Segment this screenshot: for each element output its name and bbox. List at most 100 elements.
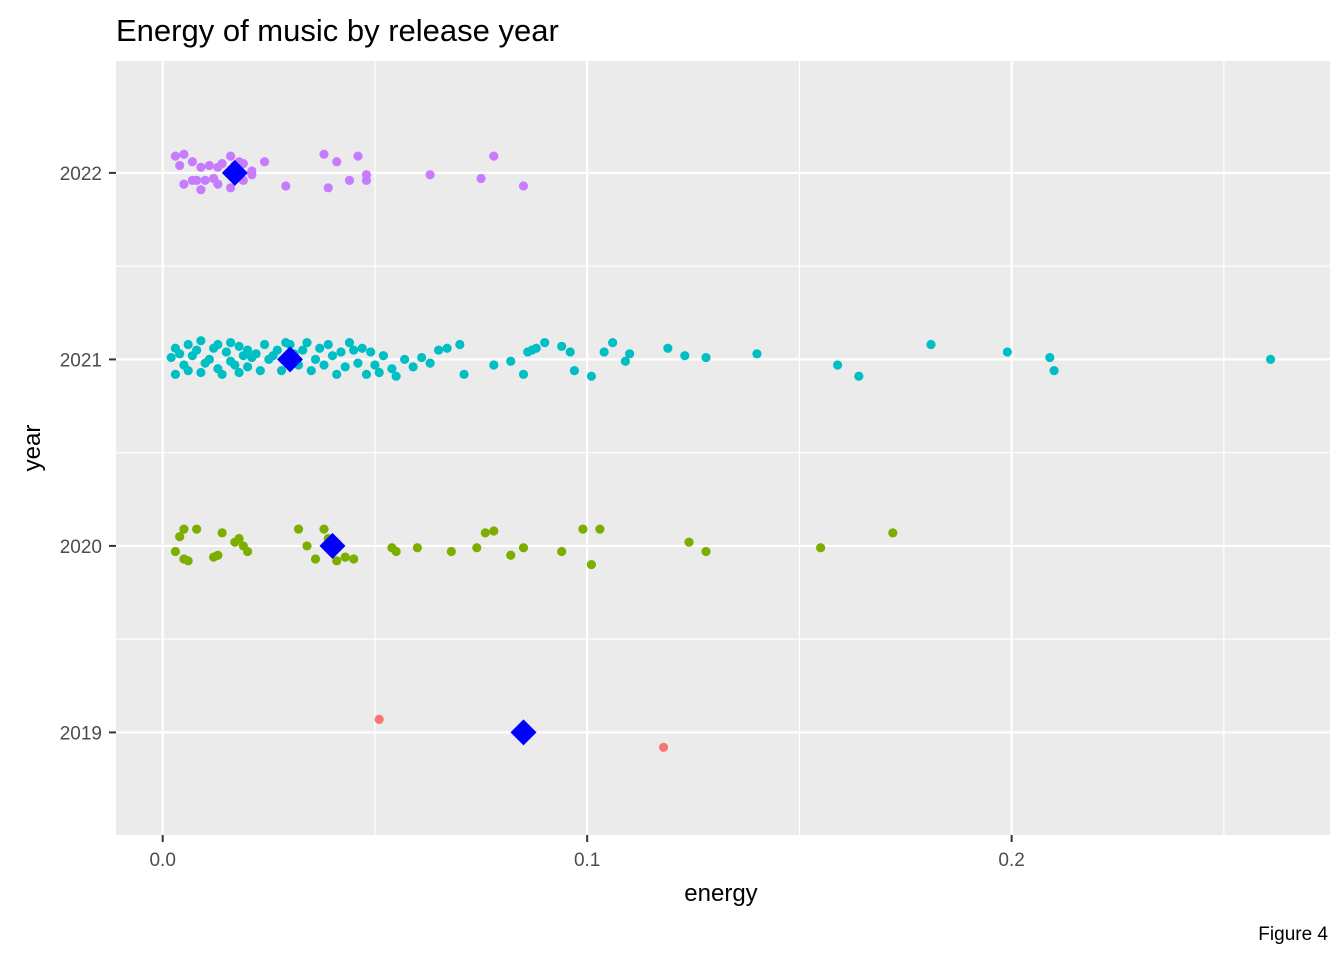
x-axis: 0.0 0.1 0.2 [149,835,1025,871]
y-tick-label: 2020 [60,537,102,558]
data-point-2021 [230,360,240,370]
y-tick-label: 2022 [60,164,102,185]
data-point-2021 [221,347,231,357]
data-point-2021 [336,347,346,357]
data-point-2022 [217,158,227,169]
data-point-2020 [349,554,359,564]
data-point-2021 [327,351,338,361]
data-point-2021 [349,345,359,355]
data-point-2021 [226,338,236,348]
data-point-2022 [247,166,257,176]
data-point-2020 [192,524,202,534]
data-point-2021 [310,354,321,365]
data-point-2022 [192,175,202,185]
mean-marker-2022 [221,159,248,186]
data-point-2021 [175,349,185,359]
data-point-2021 [196,367,206,378]
data-point-2020 [684,537,694,547]
data-point-2021 [366,347,376,357]
data-point-2021 [204,354,214,365]
mean-marker-2020 [319,532,346,559]
data-point-2021 [259,339,270,350]
data-point-2021 [251,349,261,359]
data-point-2020 [213,550,223,560]
data-point-2021 [298,345,308,355]
data-point-2021 [400,354,410,365]
data-point-2021 [1049,366,1059,376]
data-point-2021 [1002,347,1012,357]
data-point-2021 [323,339,333,350]
data-point-2020 [701,546,711,557]
data-point-2022 [200,175,210,185]
data-point-2020 [340,552,350,562]
data-point-2021 [701,352,711,363]
data-point-2021 [833,360,843,370]
data-point-2020 [319,524,329,534]
data-point-2021 [306,366,316,376]
data-point-2021 [217,369,227,379]
data-point-2020 [506,550,516,560]
data-point-2021 [192,345,202,355]
panel-background [116,61,1330,835]
data-point-2020 [518,543,529,553]
data-point-2022 [204,160,214,171]
data-point-2022 [238,158,248,169]
data-point-2020 [302,541,312,551]
data-point-2022 [175,160,185,171]
data-point-2022 [196,185,206,195]
data-point-2022 [319,149,329,159]
data-point-2021 [455,339,465,350]
data-point-2020 [293,524,304,534]
minor-gridlines [116,61,1330,835]
data-point-2020 [183,556,193,566]
data-point-2022 [179,149,189,159]
data-point-2021 [183,339,193,350]
data-point-2021 [272,345,282,355]
data-point-2021 [442,343,452,353]
data-point-2021 [166,352,176,363]
data-point-2021 [663,343,673,353]
data-point-2020 [332,556,342,566]
figure-caption: Figure 4 [1258,924,1328,945]
data-point-2022 [344,175,355,185]
data-point-2019 [658,742,669,752]
mean-marker-2019 [510,719,537,746]
data-point-2021 [332,369,342,379]
mean-marker-2021 [277,346,304,373]
data-point-2019 [374,714,384,724]
data-point-2020 [888,528,898,538]
data-point-2021 [1265,354,1276,365]
data-point-2021 [255,366,265,376]
data-point-2022 [353,151,363,161]
data-point-2020 [446,546,456,557]
data-point-2020 [217,528,227,538]
data-point-2021 [459,369,469,379]
y-axis-title: year [19,425,46,472]
data-point-2022 [518,181,529,191]
data-point-2020 [412,543,422,553]
data-point-2022 [170,151,181,161]
data-point-2021 [926,339,936,350]
data-point-2020 [557,546,567,557]
data-point-2021 [506,356,516,366]
data-point-2021 [285,339,295,350]
data-point-2022 [226,151,236,161]
data-point-2021 [234,367,244,378]
data-point-2021 [608,338,618,348]
data-point-2021 [417,352,427,363]
data-point-2022 [213,179,223,189]
data-point-2022 [187,157,198,167]
data-point-2020 [489,526,499,536]
data-point-2021 [242,362,253,372]
data-point-2021 [531,343,541,353]
data-points [166,149,1276,752]
plot-panel [116,61,1330,835]
data-point-2021 [374,367,384,378]
data-point-2021 [344,338,355,348]
data-point-2020 [816,543,826,553]
data-point-2021 [752,349,762,359]
data-point-2021 [234,341,244,351]
y-tick-label: 2021 [60,350,102,371]
data-point-2021 [599,347,609,357]
x-axis-title: energy [684,880,757,907]
